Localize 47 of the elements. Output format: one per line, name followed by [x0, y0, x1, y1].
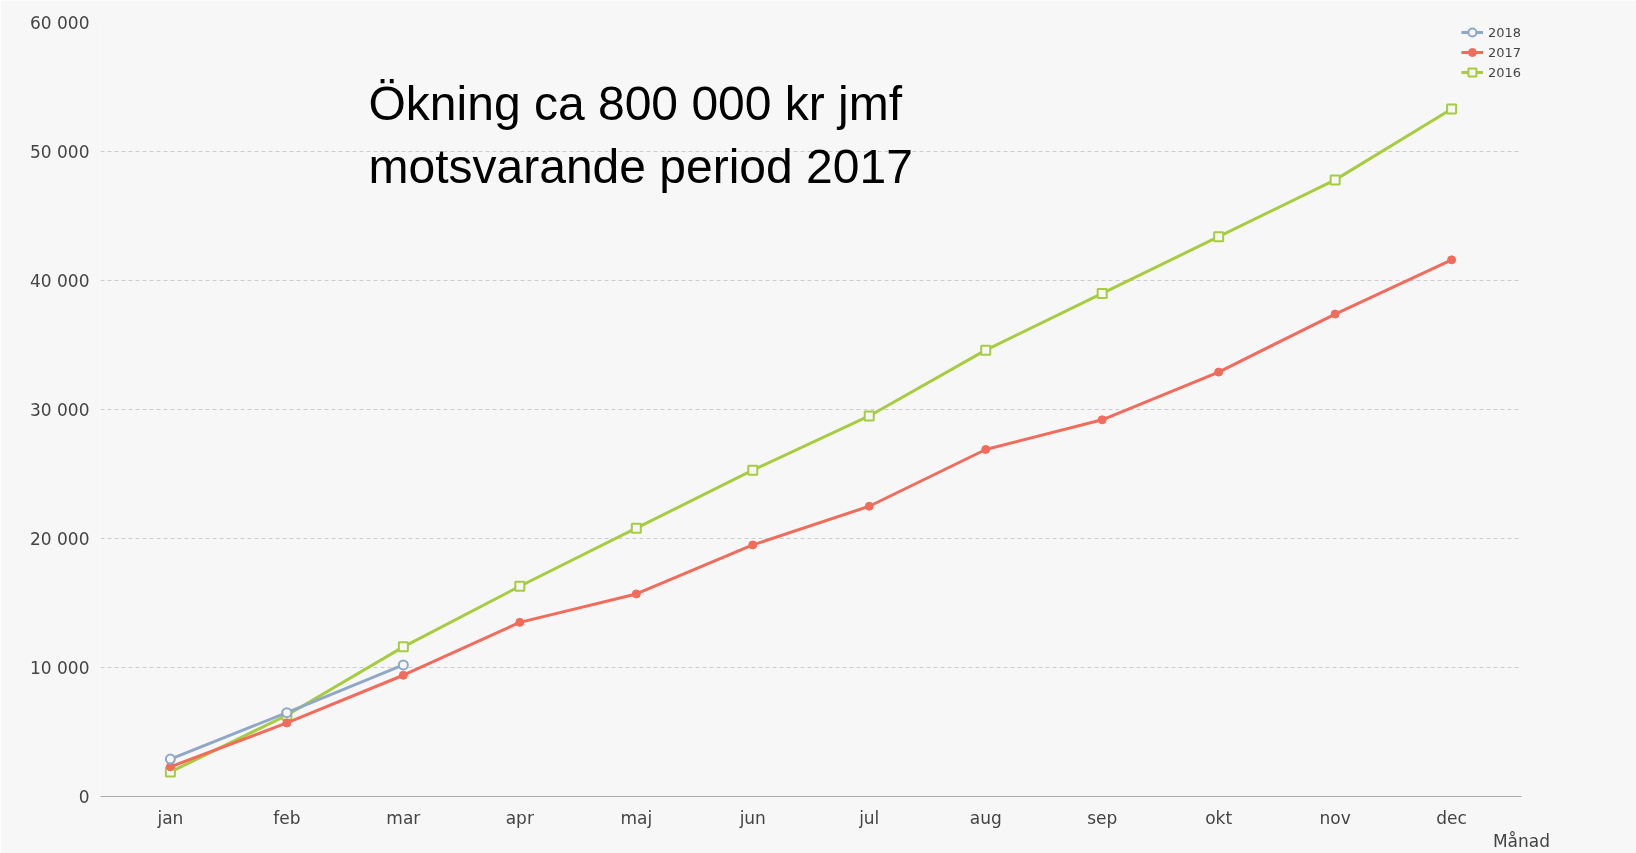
x-tick-label: sep: [1087, 807, 1118, 828]
point: [164, 753, 176, 765]
point: [1447, 255, 1457, 265]
y-tick-label: 40 000: [30, 270, 90, 291]
point: [748, 540, 758, 550]
x-tick-label: feb: [273, 807, 301, 828]
point: [981, 445, 991, 454]
point: [747, 464, 759, 476]
legend-label: 2016: [1487, 64, 1521, 80]
y-tick-label: 20 000: [30, 528, 90, 549]
x-tick-label: apr: [505, 807, 534, 828]
point: [1213, 231, 1225, 243]
x-tick-label: mar: [386, 807, 421, 828]
point: [864, 501, 874, 511]
point: [1446, 103, 1458, 115]
x-tick-label: dec: [1436, 807, 1467, 828]
legend-label: 2017: [1487, 44, 1521, 60]
x-tick-label: nov: [1319, 807, 1351, 828]
point: [282, 718, 292, 728]
x-tick-label: jun: [738, 807, 766, 828]
y-tick-label: 0: [78, 786, 90, 807]
point: [630, 522, 642, 534]
point: [515, 617, 525, 627]
point: [631, 589, 641, 599]
y-tick-label: 60 000: [30, 12, 90, 33]
point: [1214, 367, 1224, 377]
y-tick-label: 10 000: [30, 657, 90, 678]
point: [514, 580, 526, 592]
x-tick-label: jan: [156, 807, 184, 828]
x-tick-label: aug: [969, 807, 1002, 828]
point: [1330, 309, 1340, 319]
point: [980, 344, 992, 356]
point: [397, 641, 409, 653]
x-axis-title: Månad: [1492, 830, 1551, 851]
x-tick-label: maj: [620, 807, 653, 828]
legend-label: 2018: [1487, 24, 1521, 40]
x-tick-label: okt: [1205, 807, 1233, 828]
point: [1096, 287, 1108, 299]
point: [397, 659, 409, 671]
point: [863, 410, 875, 422]
point: [1329, 174, 1341, 186]
y-tick-label: 30 000: [30, 399, 90, 420]
x-tick-label: jul: [858, 807, 880, 828]
y-tick-label: 50 000: [30, 141, 90, 162]
point: [398, 670, 408, 680]
point: [1097, 415, 1107, 425]
annotation: Ökning ca 800 000 kr jmf motsvarande period 2017: [368, 76, 913, 194]
